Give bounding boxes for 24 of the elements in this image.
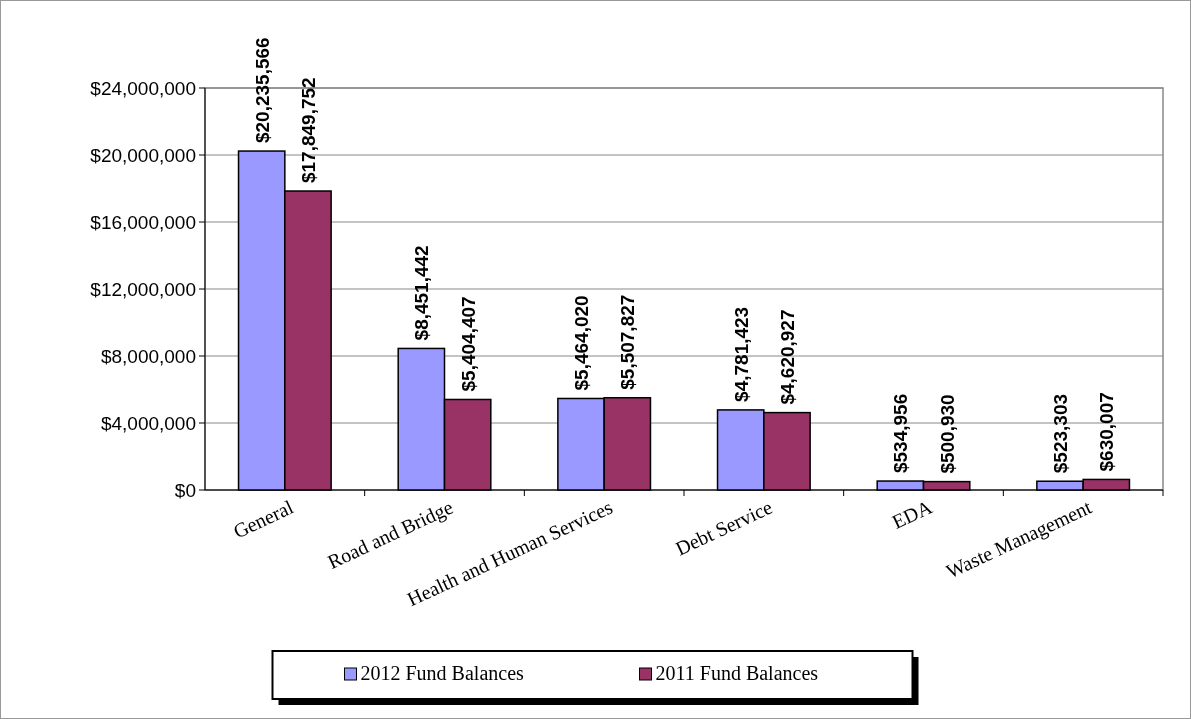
data-label: $534,956 — [890, 393, 912, 474]
legend-label: 2012 Fund Balances — [360, 662, 525, 684]
legend-label: 2011 Fund Balances — [655, 662, 819, 684]
y-tick-label: $8,000,000 — [100, 345, 196, 367]
y-tick-label: $4,000,000 — [100, 412, 196, 434]
data-label: $5,404,407 — [457, 296, 479, 392]
y-tick-label: $0 — [174, 479, 196, 501]
data-label: $523,303 — [1050, 393, 1072, 474]
data-label: $20,235,566 — [251, 37, 273, 144]
data-label: $5,507,827 — [617, 294, 639, 390]
x-tick-label: Road and Bridge — [324, 495, 457, 574]
data-label: $4,620,927 — [776, 309, 798, 405]
y-tick-label: $20,000,000 — [90, 144, 196, 166]
data-label: $17,849,752 — [297, 77, 319, 184]
data-label: $4,781,423 — [730, 306, 752, 402]
x-tick-label: Debt Service — [672, 495, 776, 560]
x-tick-label: EDA — [888, 495, 936, 533]
y-tick-label: $12,000,000 — [90, 278, 196, 300]
data-label: $630,007 — [1096, 392, 1118, 472]
data-label: $500,930 — [936, 394, 958, 474]
data-label: $8,451,442 — [411, 245, 433, 341]
data-label: $5,464,020 — [571, 295, 593, 391]
y-tick-label: $16,000,000 — [90, 211, 196, 233]
y-tick-label: $24,000,000 — [90, 77, 196, 99]
